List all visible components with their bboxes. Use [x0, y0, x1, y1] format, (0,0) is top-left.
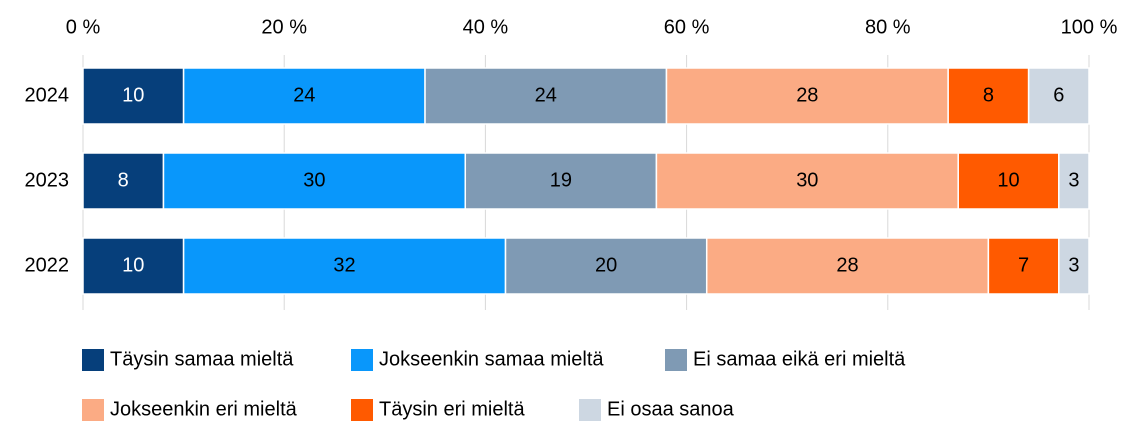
data-label: 19	[550, 169, 572, 191]
data-label: 28	[796, 84, 818, 106]
bar-segment	[1027, 67, 1090, 125]
y-tick-label: 2023	[25, 169, 70, 191]
x-tick-label: 80 %	[865, 16, 911, 38]
data-label: 6	[1053, 84, 1064, 106]
bar-segment	[82, 237, 185, 295]
data-label: 3	[1068, 254, 1079, 276]
bar-segment	[957, 152, 1060, 210]
bar-segment	[504, 237, 708, 295]
bar-segment	[987, 237, 1060, 295]
y-tick-label: 2024	[25, 84, 70, 106]
data-label: 30	[796, 169, 818, 191]
legend-label: Täysin eri mieltä	[379, 398, 525, 420]
x-tick-label: 60 %	[664, 16, 710, 38]
data-label: 10	[997, 169, 1019, 191]
bar-segment	[947, 67, 1030, 125]
legend-label: Ei osaa sanoa	[607, 398, 735, 420]
legend-swatch	[579, 399, 601, 421]
data-label: 24	[535, 84, 557, 106]
data-label: 32	[333, 254, 355, 276]
legend-label: Jokseenkin eri mieltä	[110, 398, 298, 420]
data-label: 7	[1018, 254, 1029, 276]
data-label: 10	[122, 254, 144, 276]
bar-segment	[665, 67, 949, 125]
legend-label: Jokseenkin samaa mieltä	[379, 348, 604, 370]
bar-segment	[1058, 152, 1090, 210]
x-tick-label: 40 %	[463, 16, 509, 38]
bar-segment	[705, 237, 990, 295]
bar-segment	[1058, 237, 1090, 295]
data-label: 30	[303, 169, 325, 191]
legend-swatch	[82, 349, 104, 371]
data-label: 10	[122, 84, 144, 106]
legend-swatch	[351, 399, 373, 421]
bar-segment	[424, 67, 668, 125]
bar-segment	[464, 152, 658, 210]
legend-label: Täysin samaa mieltä	[110, 348, 294, 370]
legend-swatch	[351, 349, 373, 371]
legend-swatch	[82, 399, 104, 421]
bar-segment	[82, 67, 185, 125]
bar-segment	[182, 67, 426, 125]
data-label: 8	[118, 169, 129, 191]
data-label: 8	[983, 84, 994, 106]
x-tick-label: 20 %	[261, 16, 307, 38]
y-tick-label: 2022	[25, 254, 70, 276]
legend-swatch	[665, 349, 687, 371]
x-tick-label: 0 %	[66, 16, 101, 38]
bar-segment	[182, 237, 507, 295]
data-label: 24	[293, 84, 315, 106]
x-tick-label: 100 %	[1061, 16, 1118, 38]
legend-label: Ei samaa eikä eri mieltä	[693, 348, 906, 370]
data-label: 28	[836, 254, 858, 276]
data-label: 3	[1068, 169, 1079, 191]
data-label: 20	[595, 254, 617, 276]
